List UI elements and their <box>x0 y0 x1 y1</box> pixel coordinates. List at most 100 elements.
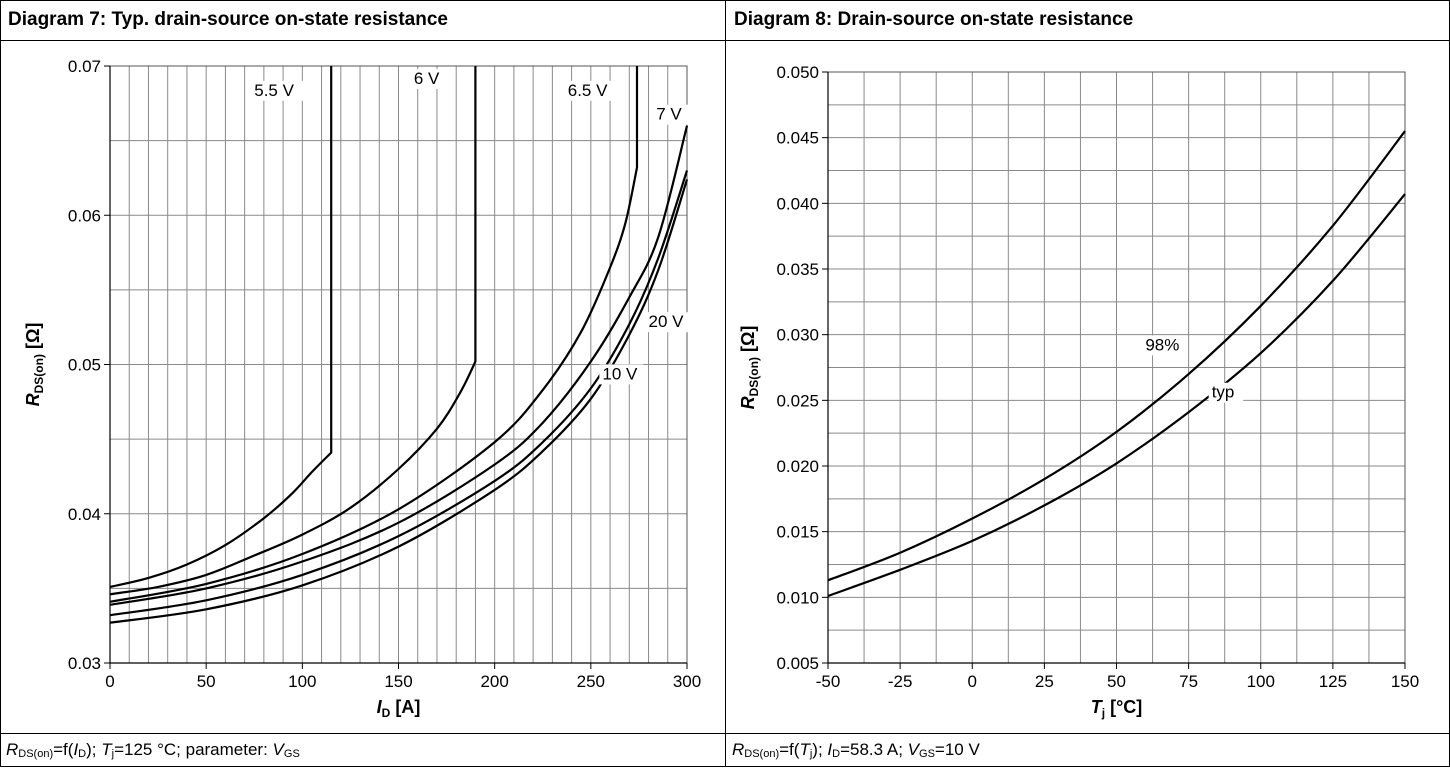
y-axis-label: RDS(on) [Ω] <box>23 323 46 407</box>
y-axis-label-main: R <box>738 396 758 409</box>
series-label: typ <box>1212 383 1235 402</box>
caption-part: =10 V <box>934 740 980 759</box>
x-tick-label: 250 <box>577 672 605 691</box>
diagram-8-caption: RDS(on)=f(Tj); ID=58.3 A; VGS=10 V <box>726 733 1450 767</box>
caption-part: D <box>832 748 841 760</box>
y-tick-label: 0.06 <box>68 206 101 225</box>
series-label: 6 V <box>414 69 440 88</box>
y-axis-label-sub: DS(on) <box>747 357 761 396</box>
caption-part: GS <box>283 748 300 760</box>
x-tick-label: 0 <box>968 672 977 691</box>
series-label: 6.5 V <box>568 81 608 100</box>
caption-part: DS(on) <box>18 748 54 760</box>
x-tick-label: -25 <box>888 672 913 691</box>
x-axis-label-sub: j <box>1101 706 1105 720</box>
caption-part: I <box>827 740 833 759</box>
series-label-background <box>251 80 305 101</box>
caption-part: GS <box>919 748 935 760</box>
y-axis-label-main: R <box>23 393 43 406</box>
diagram-8-title: Diagram 8: Drain-source on-state resista… <box>734 9 1134 30</box>
diagram-7-title: Diagram 7: Typ. drain-source on-state re… <box>8 9 448 30</box>
x-tick-label: 50 <box>197 672 216 691</box>
series-line-0 <box>827 130 1406 582</box>
series-label: 7 V <box>656 105 682 124</box>
caption-part: D <box>78 748 87 760</box>
y-tick-label: 0.010 <box>776 588 819 607</box>
y-tick-label: 0.03 <box>68 654 101 673</box>
y-tick-label: 0.050 <box>776 63 819 82</box>
y-tick-label: 0.035 <box>776 260 819 279</box>
caption-part: j <box>111 748 115 760</box>
caption-part: DS(on) <box>744 748 780 760</box>
caption-part: ); <box>812 740 828 759</box>
y-axis-label-unit: [Ω] <box>23 323 43 354</box>
series-label-background <box>645 312 690 333</box>
y-tick-label: 0.015 <box>776 523 819 542</box>
x-tick-label: 150 <box>1391 672 1419 691</box>
caption-part: =125 °C; parameter: <box>114 740 273 759</box>
x-tick-label: 75 <box>1179 672 1198 691</box>
x-tick-label: -50 <box>816 672 841 691</box>
panel-divider <box>725 0 726 767</box>
series-label-background <box>564 80 619 101</box>
series-label: 20 V <box>649 312 685 331</box>
x-tick-label: 50 <box>1107 672 1126 691</box>
x-tick-label: 125 <box>1319 672 1347 691</box>
y-axis-label-unit: [Ω] <box>738 326 758 357</box>
series-label: 5.5 V <box>254 81 294 100</box>
x-tick-label: 300 <box>673 672 701 691</box>
y-tick-label: 0.040 <box>776 194 819 213</box>
series-label-background <box>1142 335 1177 356</box>
series-label-background <box>599 364 644 385</box>
series-line-3 <box>109 125 689 606</box>
diagram-7-chart: 0 50 100 150 200 250 3000.030.040.050.060.07ID… <box>23 57 701 720</box>
series-label-background <box>410 68 446 89</box>
caption-divider <box>0 733 1450 734</box>
y-tick-label: 0.025 <box>776 391 819 410</box>
caption-part: =f( <box>779 740 800 759</box>
y-tick-label: 0.04 <box>68 505 101 524</box>
caption-part: ); <box>86 740 102 759</box>
y-axis-label: RDS(on) [Ω] <box>738 326 761 410</box>
caption-part: T <box>799 740 810 759</box>
series-line-1 <box>109 66 477 596</box>
series-line-4 <box>109 170 689 617</box>
series-label-background <box>653 104 688 125</box>
caption-part: V <box>272 740 284 759</box>
y-tick-label: 0.045 <box>776 129 819 148</box>
y-axis-label-sub: DS(on) <box>32 354 46 393</box>
y-tick-label: 0.020 <box>776 457 819 476</box>
series-label: 98% <box>1145 335 1179 354</box>
x-axis-label-main: T <box>1091 697 1104 717</box>
series-line-5 <box>109 179 689 624</box>
y-tick-label: 0.07 <box>68 57 101 76</box>
x-tick-label: 0 <box>105 672 114 691</box>
series-label: 10 V <box>602 364 638 383</box>
y-tick-label: 0.030 <box>776 326 819 345</box>
x-tick-label: 25 <box>1035 672 1054 691</box>
series-line-2 <box>109 66 639 603</box>
series-line-1 <box>827 193 1406 598</box>
series-label-background <box>1208 382 1244 403</box>
series-line-0 <box>109 66 333 588</box>
x-axis-label-main: I <box>377 697 383 717</box>
caption-part: =f( <box>53 740 74 759</box>
caption-part: I <box>73 740 79 759</box>
caption-part: R <box>6 740 19 759</box>
diagram-8-chart: -50 -25 0 25 50 75 100 125 150 0.005 0.010 0.015 0.0… <box>738 63 1419 720</box>
x-tick-label: 100 <box>288 672 316 691</box>
x-axis-label-sub: D <box>382 706 391 720</box>
x-tick-label: 200 <box>480 672 508 691</box>
diagram-7-caption: RDS(on)=f(ID); Tj=125 °C; parameter: VGS <box>0 733 725 767</box>
x-axis-label-unit: [A] <box>390 697 420 717</box>
x-axis-label-unit: [°C] <box>1105 697 1142 717</box>
y-tick-label: 0.05 <box>68 356 101 375</box>
y-tick-label: 0.005 <box>776 654 819 673</box>
caption-part: =58.3 A; <box>840 740 908 759</box>
caption-part: T <box>101 740 112 759</box>
x-tick-label: 150 <box>384 672 412 691</box>
x-axis-label: ID [A] <box>377 697 421 720</box>
title-divider <box>0 40 1450 41</box>
caption-part: V <box>907 740 920 759</box>
x-axis-label: Tj [°C] <box>1091 697 1143 720</box>
